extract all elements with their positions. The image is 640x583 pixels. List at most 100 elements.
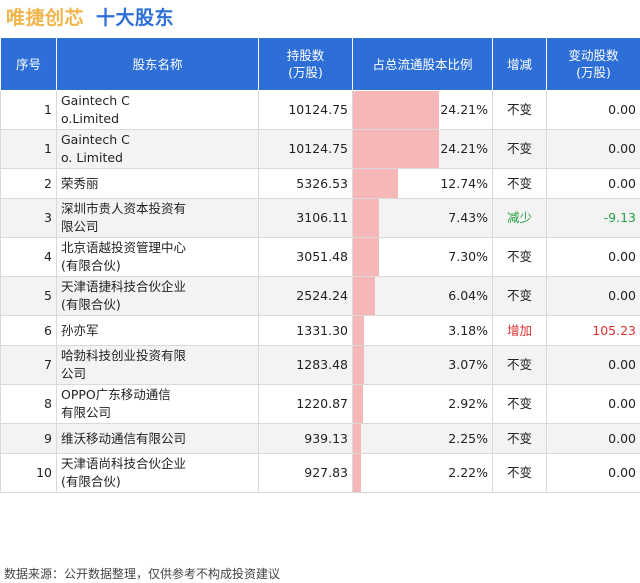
pct-cell: 7.43%: [352, 198, 493, 238]
holder-name-line1: Gaintech C: [61, 132, 130, 147]
pct-value: 2.92%: [448, 396, 488, 411]
header-delta-line2: (万股): [576, 65, 611, 80]
header-shares-line1: 持股数: [286, 48, 325, 63]
table-row: 6 孙亦军 1331.30 3.18% 增加 105.23: [0, 315, 640, 346]
holder-name-line1: 天津语尚科技合伙企业: [61, 456, 187, 471]
holder-name-cell: 天津语尚科技合伙企业 (有限合伙): [56, 453, 259, 493]
pct-bar: [353, 316, 365, 345]
delta-cell: 105.23: [546, 315, 640, 346]
change-cell: 不变: [492, 168, 547, 199]
delta-cell: 0.00: [546, 384, 640, 424]
header-name: 股东名称: [56, 37, 259, 91]
header-delta-line1: 变动股数: [568, 48, 619, 63]
page-title: 十大股东: [96, 7, 175, 29]
shares-cell: 1283.48: [258, 345, 353, 385]
holder-name-line2: o. Limited: [61, 150, 123, 165]
table-row: 7 哈勃科技创业投资有限 公司 1283.48 3.07% 不变 0.00: [0, 345, 640, 385]
shares-cell: 2524.24: [258, 276, 353, 316]
pct-value: 2.25%: [448, 430, 488, 446]
company-title: 唯捷创芯: [6, 7, 85, 29]
header-rank: 序号: [0, 37, 57, 91]
holder-name-line1: 北京语越投资管理中心: [61, 240, 187, 255]
rank-cell: 3: [0, 198, 57, 238]
rank-cell: 2: [0, 168, 57, 199]
holder-name-line2: (有限合伙): [61, 474, 121, 489]
holder-name-line2: 有限公司: [61, 405, 112, 420]
table-row: 2 荣秀丽 5326.53 12.74% 不变 0.00: [0, 168, 640, 199]
pct-cell: 3.07%: [352, 345, 493, 385]
pct-cell: 3.18%: [352, 315, 493, 346]
pct-bar: [353, 91, 440, 129]
holder-name-line2: 限公司: [61, 219, 99, 234]
holder-name-line1: 孙亦军: [61, 322, 99, 338]
holder-name-cell: Gaintech C o.Limited: [56, 90, 259, 130]
holder-name-cell: 天津语捷科技合伙企业 (有限合伙): [56, 276, 259, 316]
shares-cell: 939.13: [258, 423, 353, 454]
pct-bar: [353, 130, 440, 168]
holder-name-line1: Gaintech C: [61, 93, 130, 108]
pct-value: 2.22%: [448, 465, 488, 480]
pct-bar: [353, 385, 364, 423]
header-change: 增减: [492, 37, 547, 91]
rank-cell: 8: [0, 384, 57, 424]
delta-cell: 0.00: [546, 276, 640, 316]
pct-cell: 2.22%: [352, 453, 493, 493]
delta-cell: 0.00: [546, 453, 640, 493]
shares-cell: 10124.75: [258, 90, 353, 130]
delta-cell: 0.00: [546, 237, 640, 277]
table-row: 9 维沃移动通信有限公司 939.13 2.25% 不变 0.00: [0, 423, 640, 454]
header-pct: 占总流通股本比例: [352, 37, 493, 91]
pct-value: 24.21%: [440, 102, 488, 117]
header-delta: 变动股数 (万股): [546, 37, 640, 91]
shares-cell: 1220.87: [258, 384, 353, 424]
holder-name-line1: 天津语捷科技合伙企业: [61, 279, 187, 294]
pct-cell: 7.30%: [352, 237, 493, 277]
delta-cell: 0.00: [546, 168, 640, 199]
holder-name-cell: 深圳市贵人资本投资有 限公司: [56, 198, 259, 238]
pct-value: 24.21%: [440, 141, 488, 156]
pct-cell: 2.25%: [352, 423, 493, 454]
pct-bar: [353, 199, 380, 237]
change-cell: 不变: [492, 345, 547, 385]
change-cell: 不变: [492, 423, 547, 454]
shares-cell: 1331.30: [258, 315, 353, 346]
pct-cell: 2.92%: [352, 384, 493, 424]
change-cell: 不变: [492, 453, 547, 493]
pct-bar: [353, 424, 361, 453]
table-row: 1 Gaintech C o.Limited 10124.75 24.21% 不变 0.00: [0, 90, 640, 130]
pct-bar: [353, 346, 364, 384]
change-cell: 不变: [492, 90, 547, 130]
shares-cell: 927.83: [258, 453, 353, 493]
rank-cell: 4: [0, 237, 57, 277]
holder-name-cell: 孙亦军: [56, 315, 259, 346]
holder-name-cell: 荣秀丽: [56, 168, 259, 199]
change-cell: 不变: [492, 384, 547, 424]
holder-name-line1: 哈勃科技创业投资有限: [61, 348, 187, 363]
pct-value: 3.18%: [448, 322, 488, 338]
change-cell: 不变: [492, 129, 547, 169]
shares-cell: 10124.75: [258, 129, 353, 169]
table-row: 3 深圳市贵人资本投资有 限公司 3106.11 7.43% 减少 -9.13: [0, 198, 640, 238]
rank-cell: 6: [0, 315, 57, 346]
holder-name-cell: 维沃移动通信有限公司: [56, 423, 259, 454]
table-header-row: 序号 股东名称 持股数 (万股) 占总流通股本比例 增减 变动股数 (万股): [0, 37, 640, 91]
shares-cell: 5326.53: [258, 168, 353, 199]
pct-bar: [353, 454, 361, 492]
rank-cell: 9: [0, 423, 57, 454]
pct-value: 7.43%: [448, 210, 488, 225]
data-source-note: 数据来源：公开数据整理，仅供参考不构成投资建议: [4, 567, 281, 581]
delta-cell: 0.00: [546, 129, 640, 169]
holder-name-cell: 北京语越投资管理中心 (有限合伙): [56, 237, 259, 277]
change-cell: 不变: [492, 237, 547, 277]
pct-cell: 12.74%: [352, 168, 493, 199]
change-cell: 增加: [492, 315, 547, 346]
header-shares-line2: (万股): [288, 65, 323, 80]
holder-name-line2: (有限合伙): [61, 297, 121, 312]
delta-cell: -9.13: [546, 198, 640, 238]
shareholders-table: 序号 股东名称 持股数 (万股) 占总流通股本比例 增减 变动股数 (万股) 1 Ga…: [0, 37, 640, 493]
holder-name-line1: 深圳市贵人资本投资有: [61, 201, 187, 216]
pct-cell: 24.21%: [352, 90, 493, 130]
holder-name-line2: o.Limited: [61, 111, 120, 126]
header-shares: 持股数 (万股): [258, 37, 353, 91]
rank-cell: 1: [0, 90, 57, 130]
